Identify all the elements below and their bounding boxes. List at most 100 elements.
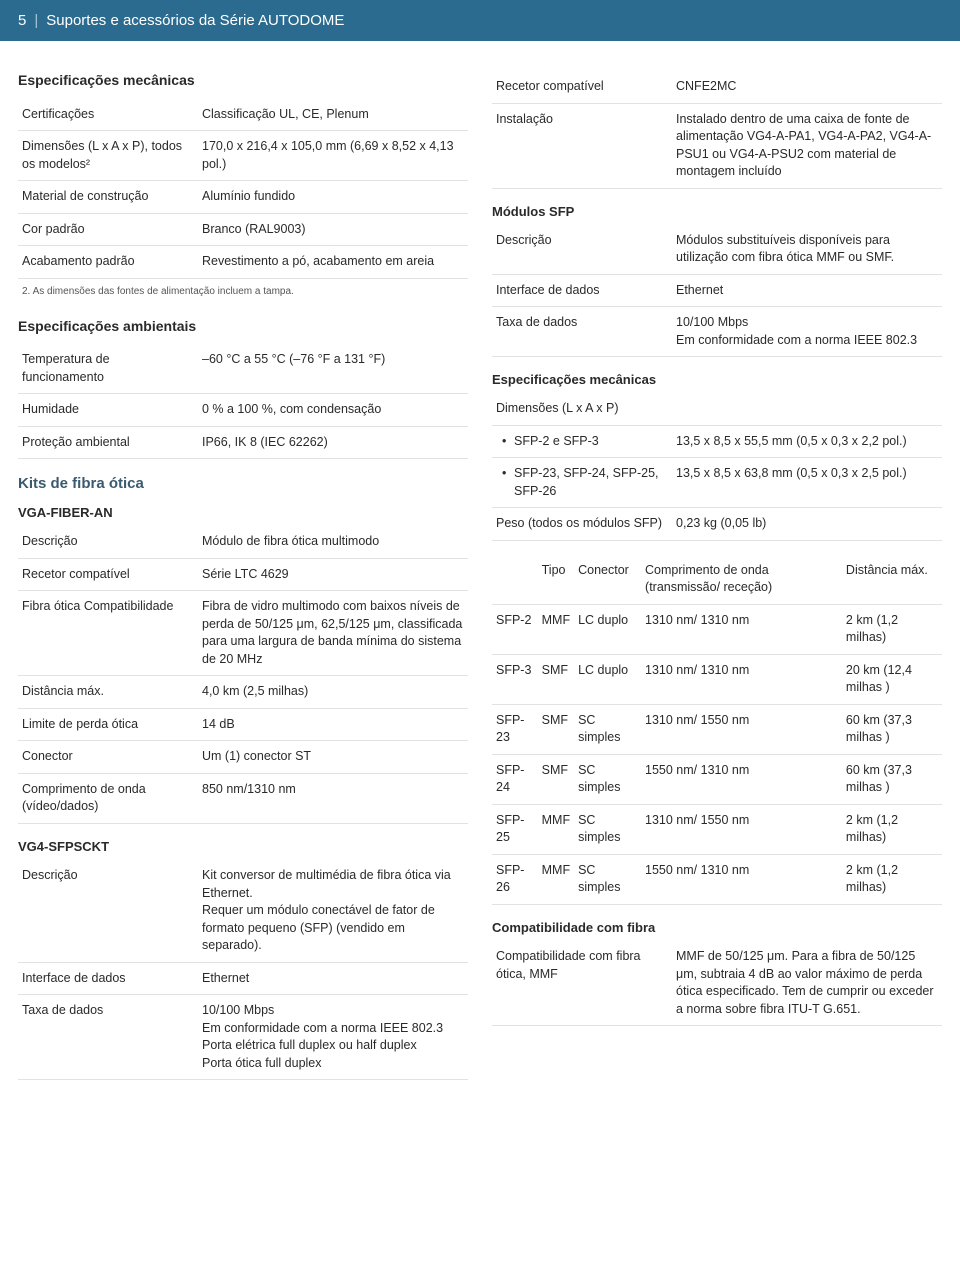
spec-row: DescriçãoMódulos substituíveis disponíve… bbox=[492, 225, 942, 275]
cell: MMF bbox=[538, 604, 574, 654]
spec-val: 13,5 x 8,5 x 55,5 mm (0,5 x 0,3 x 2,2 po… bbox=[672, 425, 942, 458]
spec-row: Taxa de dados10/100 Mbps Em conformidade… bbox=[492, 307, 942, 357]
table-header: Tipo bbox=[538, 555, 574, 605]
spec-row: DescriçãoMódulo de fibra ótica multimodo bbox=[18, 526, 468, 558]
table-row: SFP-24SMFSC simples1550 nm/ 1310 nm60 km… bbox=[492, 754, 942, 804]
table-header: Distância máx. bbox=[842, 555, 942, 605]
spec-key: Recetor compatível bbox=[18, 558, 198, 591]
spec-val: –60 °C a 55 °C (–76 °F a 131 °F) bbox=[198, 344, 468, 394]
spec-key: Compatibilidade com fibra ótica, MMF bbox=[492, 941, 672, 1026]
spec-key: Limite de perda ótica bbox=[18, 708, 198, 741]
page-number: 5 bbox=[18, 10, 26, 31]
spec-key: Taxa de dados bbox=[492, 307, 672, 357]
vga-fiber-table: DescriçãoMódulo de fibra ótica multimodo… bbox=[18, 526, 468, 824]
spec-val: Instalado dentro de uma caixa de fonte d… bbox=[672, 103, 942, 188]
spec-key: SFP-23, SFP-24, SFP-25, SFP-26 bbox=[492, 458, 672, 508]
spec-key: Conector bbox=[18, 741, 198, 774]
spec-key: Comprimento de onda (vídeo/dados) bbox=[18, 773, 198, 823]
spec-row: Acabamento padrãoRevestimento a pó, acab… bbox=[18, 246, 468, 279]
sfp-table: DescriçãoMódulos substituíveis disponíve… bbox=[492, 225, 942, 358]
spec-key: Taxa de dados bbox=[18, 995, 198, 1080]
table-header: Conector bbox=[574, 555, 641, 605]
spec-row: Taxa de dados10/100 Mbps Em conformidade… bbox=[18, 995, 468, 1080]
spec-row: Peso (todos os módulos SFP)0,23 kg (0,05… bbox=[492, 508, 942, 541]
spec-key: Descrição bbox=[18, 860, 198, 962]
spec-row: Dimensões (L x A x P) bbox=[492, 393, 942, 425]
spec-val: Módulos substituíveis disponíveis para u… bbox=[672, 225, 942, 275]
spec-row: Compatibilidade com fibra ótica, MMFMMF … bbox=[492, 941, 942, 1026]
cell: SFP-25 bbox=[492, 804, 538, 854]
header-divider: | bbox=[34, 10, 38, 31]
spec-val: CNFE2MC bbox=[672, 71, 942, 103]
cell: SFP-2 bbox=[492, 604, 538, 654]
spec-row: Interface de dadosEthernet bbox=[18, 962, 468, 995]
spec-val: 170,0 x 216,4 x 105,0 mm (6,69 x 8,52 x … bbox=[198, 131, 468, 181]
spec-row: InstalaçãoInstalado dentro de uma caixa … bbox=[492, 103, 942, 188]
spec-key: SFP-2 e SFP-3 bbox=[492, 425, 672, 458]
cell: SFP-3 bbox=[492, 654, 538, 704]
cell: SMF bbox=[538, 654, 574, 704]
cell: MMF bbox=[538, 854, 574, 904]
table-row: SFP-26MMFSC simples1550 nm/ 1310 nm2 km … bbox=[492, 854, 942, 904]
spec-val: 850 nm/1310 nm bbox=[198, 773, 468, 823]
env-spec-table: Temperatura de funcionamento–60 °C a 55 … bbox=[18, 344, 468, 459]
spec-key: Recetor compatível bbox=[492, 71, 672, 103]
spec-val: Classificação UL, CE, Plenum bbox=[198, 99, 468, 131]
cell: 20 km (12,4 milhas ) bbox=[842, 654, 942, 704]
cell: 1310 nm/ 1550 nm bbox=[641, 804, 842, 854]
spec-key: Interface de dados bbox=[18, 962, 198, 995]
cell: SC simples bbox=[574, 704, 641, 754]
spec-val: 13,5 x 8,5 x 63,8 mm (0,5 x 0,3 x 2,5 po… bbox=[672, 458, 942, 508]
spec-row: Limite de perda ótica14 dB bbox=[18, 708, 468, 741]
spec-row: Comprimento de onda (vídeo/dados)850 nm/… bbox=[18, 773, 468, 823]
spec-key: Peso (todos os módulos SFP) bbox=[492, 508, 672, 541]
compat-table: Compatibilidade com fibra ótica, MMFMMF … bbox=[492, 941, 942, 1026]
spec-key: Descrição bbox=[492, 225, 672, 275]
table-header bbox=[492, 555, 538, 605]
spec-val: 10/100 Mbps Em conformidade com a norma … bbox=[198, 995, 468, 1080]
cell: LC duplo bbox=[574, 604, 641, 654]
table-row: SFP-3SMFLC duplo1310 nm/ 1310 nm20 km (1… bbox=[492, 654, 942, 704]
spec-val: Alumínio fundido bbox=[198, 181, 468, 214]
cell: SFP-23 bbox=[492, 704, 538, 754]
cell: SC simples bbox=[574, 804, 641, 854]
spec-val: IP66, IK 8 (IEC 62262) bbox=[198, 426, 468, 459]
vga-fiber-title: VGA-FIBER-AN bbox=[18, 504, 468, 522]
cell: 1310 nm/ 1310 nm bbox=[641, 604, 842, 654]
table-row: SFP-25MMFSC simples1310 nm/ 1550 nm2 km … bbox=[492, 804, 942, 854]
cell: 1310 nm/ 1310 nm bbox=[641, 654, 842, 704]
spec-val: Revestimento a pó, acabamento em areia bbox=[198, 246, 468, 279]
spec-key: Proteção ambiental bbox=[18, 426, 198, 459]
cell: 1550 nm/ 1310 nm bbox=[641, 754, 842, 804]
spec-val: MMF de 50/125 μm. Para a fibra de 50/125… bbox=[672, 941, 942, 1026]
vg4-table: DescriçãoKit conversor de multimédia de … bbox=[18, 860, 468, 1080]
spec-key: Distância máx. bbox=[18, 676, 198, 709]
table-row: SFP-2MMFLC duplo1310 nm/ 1310 nm2 km (1,… bbox=[492, 604, 942, 654]
cell: 60 km (37,3 milhas ) bbox=[842, 754, 942, 804]
cell: SFP-24 bbox=[492, 754, 538, 804]
spec-key: Certificações bbox=[18, 99, 198, 131]
table-header: Comprimento de onda (transmissão/ receçã… bbox=[641, 555, 842, 605]
cell: SC simples bbox=[574, 754, 641, 804]
spec-key: Fibra ótica Compatibilidade bbox=[18, 591, 198, 676]
spec-key: Descrição bbox=[18, 526, 198, 558]
spec-key: Acabamento padrão bbox=[18, 246, 198, 279]
spec-row: Humidade0 % a 100 %, com condensação bbox=[18, 394, 468, 427]
spec-val: Um (1) conector ST bbox=[198, 741, 468, 774]
cell: 1310 nm/ 1550 nm bbox=[641, 704, 842, 754]
cell: SMF bbox=[538, 704, 574, 754]
content-wrapper: Especificações mecânicas CertificaçõesCl… bbox=[0, 41, 960, 1110]
spec-val: 14 dB bbox=[198, 708, 468, 741]
mech2-title: Especificações mecânicas bbox=[492, 371, 942, 389]
page-header: 5 | Suportes e acessórios da Série AUTOD… bbox=[0, 0, 960, 41]
spec-row: Proteção ambientalIP66, IK 8 (IEC 62262) bbox=[18, 426, 468, 459]
spec-val: Série LTC 4629 bbox=[198, 558, 468, 591]
mech-spec-title: Especificações mecânicas bbox=[18, 71, 468, 91]
spec-val: 4,0 km (2,5 milhas) bbox=[198, 676, 468, 709]
spec-key: Interface de dados bbox=[492, 274, 672, 307]
spec-row: Recetor compatívelCNFE2MC bbox=[492, 71, 942, 103]
spec-row: Material de construçãoAlumínio fundido bbox=[18, 181, 468, 214]
spec-row: Temperatura de funcionamento–60 °C a 55 … bbox=[18, 344, 468, 394]
vg4-title: VG4-SFPSCKT bbox=[18, 838, 468, 856]
spec-key: Dimensões (L x A x P), todos os modelos² bbox=[18, 131, 198, 181]
